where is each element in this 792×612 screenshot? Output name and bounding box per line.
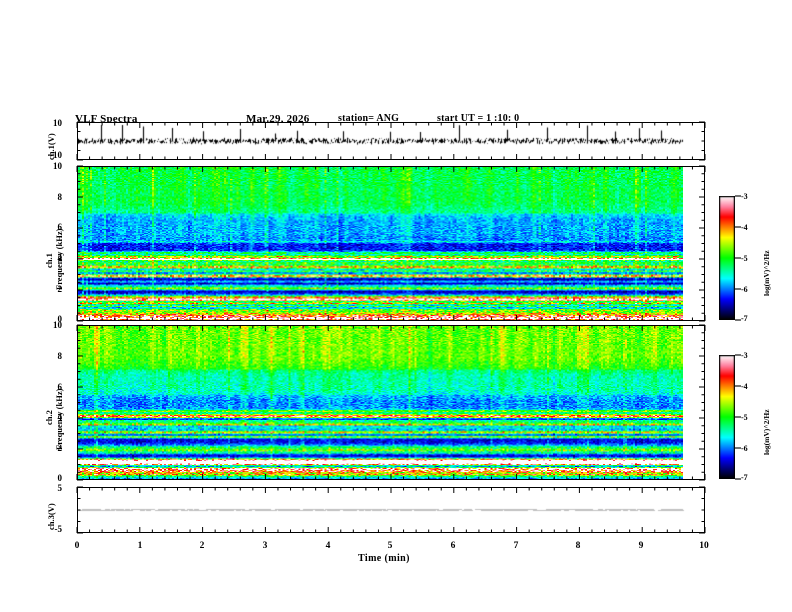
xtick-0: 0 bbox=[74, 541, 80, 551]
cb1-tick-neg6: -6 bbox=[741, 285, 748, 294]
ch1-spec-ytick-0: 0 bbox=[57, 314, 63, 324]
ch1-ytick-10: 10 bbox=[53, 118, 62, 128]
cb2-axis-title: log(mV)^2/Hz bbox=[762, 409, 771, 455]
ch2-spec-ytick-10: 10 bbox=[53, 320, 62, 330]
xtick-1: 1 bbox=[137, 541, 143, 551]
ch2-spec-ytick-4: 4 bbox=[57, 412, 63, 422]
ch1-spec-ytick-2: 2 bbox=[57, 284, 63, 294]
cb1-axis-title: log(mV)^2/Hz bbox=[762, 250, 771, 296]
xtick-8: 8 bbox=[575, 541, 581, 551]
ch2-spec-channel-label: ch.2 bbox=[44, 410, 54, 425]
ch2-spec-ytick-0: 0 bbox=[57, 473, 63, 483]
xtick-10: 10 bbox=[699, 541, 709, 551]
colorbar-ch1 bbox=[719, 196, 735, 320]
x-axis-title: Time (min) bbox=[358, 553, 410, 564]
ch3-ytick-neg5: -5 bbox=[54, 524, 63, 534]
colorbar-ch2 bbox=[719, 355, 735, 479]
cb1-tick-neg4: -4 bbox=[741, 223, 748, 232]
xtick-9: 9 bbox=[638, 541, 644, 551]
xtick-6: 6 bbox=[450, 541, 456, 551]
xtick-7: 7 bbox=[513, 541, 519, 551]
ch1-spec-channel-label: ch.1 bbox=[44, 253, 54, 268]
ch1-spec-ytick-6: 6 bbox=[57, 222, 63, 232]
start-ut-label: start UT = 1 :10: 0 bbox=[437, 113, 520, 124]
xtick-5: 5 bbox=[387, 541, 393, 551]
ch3-waveform-trace bbox=[78, 488, 695, 532]
station-label: station= ANG bbox=[338, 113, 400, 124]
cb2-tick-neg3: -3 bbox=[741, 351, 748, 360]
ch2-spec-axis-title: Frequency (kHz) bbox=[54, 388, 64, 450]
xtick-4: 4 bbox=[325, 541, 331, 551]
ch2-spectrogram-image bbox=[78, 326, 695, 479]
cb2-tick-neg5: -5 bbox=[741, 413, 748, 422]
cb1-tick-neg7: -7 bbox=[741, 314, 748, 323]
cb1-tick-neg5: -5 bbox=[741, 254, 748, 263]
ch1-spectrogram-image bbox=[78, 167, 695, 320]
ch1-waveform-trace bbox=[78, 123, 695, 159]
ch1-ytick-neg10: -10 bbox=[50, 150, 62, 160]
cb1-tick-neg3: -3 bbox=[741, 192, 748, 201]
ch2-spec-ytick-2: 2 bbox=[57, 443, 63, 453]
ch1-spec-ytick-4: 4 bbox=[57, 253, 63, 263]
ch1-spec-ytick-10: 10 bbox=[53, 161, 62, 171]
ch2-spec-ytick-8: 8 bbox=[57, 351, 63, 361]
cb2-tick-neg4: -4 bbox=[741, 382, 748, 391]
cb2-tick-neg6: -6 bbox=[741, 444, 748, 453]
ch1-wave-axis-title: ch.1(V) bbox=[46, 133, 56, 160]
xtick-2: 2 bbox=[199, 541, 205, 551]
ch1-spec-ytick-8: 8 bbox=[57, 192, 63, 202]
ch3-wave-axis-title: ch.3(V) bbox=[46, 503, 56, 530]
ch1-spec-axis-title: Frequency (kHz) bbox=[54, 228, 64, 290]
ch3-ytick-5: 5 bbox=[57, 483, 63, 493]
xtick-3: 3 bbox=[262, 541, 268, 551]
ch2-spec-ytick-6: 6 bbox=[57, 382, 63, 392]
cb2-tick-neg7: -7 bbox=[741, 473, 748, 482]
